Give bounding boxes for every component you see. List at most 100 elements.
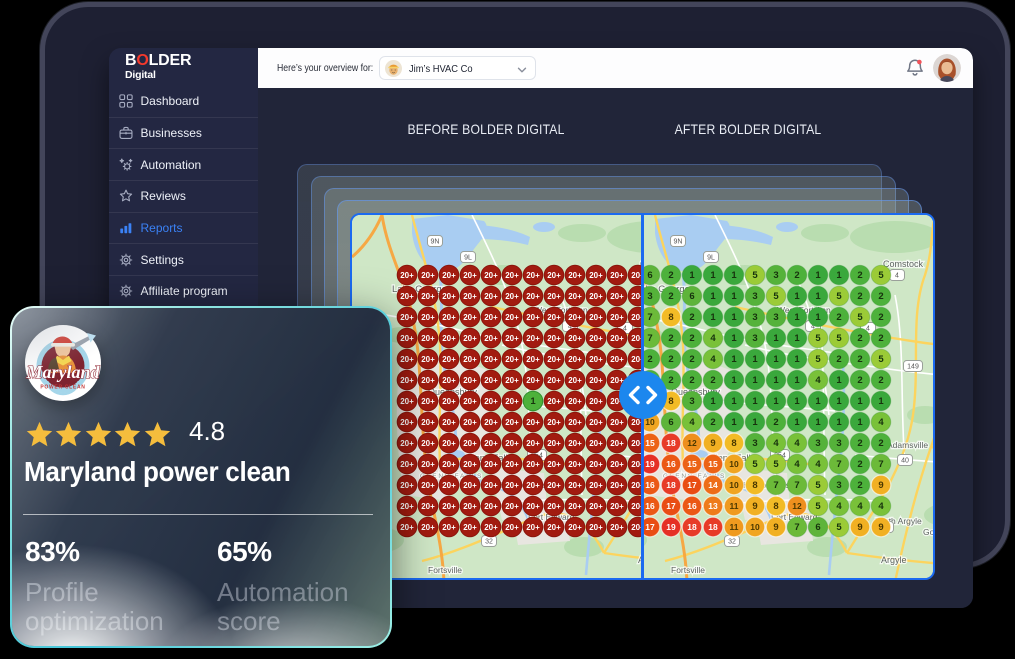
svg-text:20+: 20+	[610, 313, 624, 322]
svg-text:2: 2	[668, 270, 673, 281]
svg-text:20+: 20+	[442, 481, 456, 490]
svg-text:5: 5	[836, 291, 842, 302]
svg-text:20+: 20+	[568, 376, 582, 385]
svg-text:20+: 20+	[484, 355, 498, 364]
svg-text:5: 5	[815, 480, 821, 491]
svg-text:5: 5	[836, 333, 842, 344]
svg-text:20+: 20+	[463, 397, 477, 406]
svg-text:149: 149	[907, 364, 919, 371]
svg-text:1: 1	[752, 417, 758, 428]
svg-text:6: 6	[647, 270, 652, 281]
svg-text:3: 3	[752, 333, 757, 344]
svg-text:Fortsville: Fortsville	[671, 565, 705, 575]
svg-text:2: 2	[878, 312, 883, 323]
svg-text:20+: 20+	[631, 355, 642, 364]
svg-text:1: 1	[731, 396, 737, 407]
svg-text:20+: 20+	[610, 418, 624, 427]
svg-text:2: 2	[857, 480, 862, 491]
svg-text:20+: 20+	[421, 376, 435, 385]
svg-text:9: 9	[878, 480, 883, 491]
svg-text:13: 13	[708, 501, 718, 511]
svg-text:20+: 20+	[589, 481, 603, 490]
svg-text:8: 8	[752, 480, 757, 491]
svg-text:20+: 20+	[505, 334, 519, 343]
svg-text:2: 2	[668, 354, 673, 365]
svg-text:2: 2	[689, 333, 694, 344]
svg-text:20+: 20+	[400, 418, 414, 427]
svg-text:12: 12	[792, 501, 802, 511]
svg-text:20+: 20+	[463, 334, 477, 343]
svg-text:20+: 20+	[400, 271, 414, 280]
svg-text:20+: 20+	[610, 397, 624, 406]
svg-text:20+: 20+	[631, 502, 642, 511]
svg-text:Maryland: Maryland	[25, 362, 100, 382]
svg-text:20+: 20+	[421, 271, 435, 280]
svg-text:20+: 20+	[400, 376, 414, 385]
svg-text:1: 1	[857, 396, 863, 407]
svg-text:POWER CLEAN: POWER CLEAN	[40, 385, 85, 391]
svg-text:20+: 20+	[505, 376, 519, 385]
svg-text:1: 1	[731, 354, 737, 365]
svg-text:1: 1	[836, 396, 842, 407]
svg-text:1: 1	[731, 375, 737, 386]
svg-text:20+: 20+	[631, 460, 642, 469]
svg-text:20+: 20+	[421, 334, 435, 343]
svg-text:18: 18	[666, 480, 676, 490]
svg-text:1: 1	[731, 312, 737, 323]
svg-text:20+: 20+	[400, 292, 414, 301]
svg-text:20+: 20+	[484, 481, 498, 490]
svg-text:20+: 20+	[610, 376, 624, 385]
svg-text:20+: 20+	[484, 460, 498, 469]
svg-text:4: 4	[689, 417, 695, 428]
svg-text:5: 5	[752, 459, 758, 470]
svg-text:20+: 20+	[526, 355, 540, 364]
svg-text:20+: 20+	[610, 502, 624, 511]
svg-text:20+: 20+	[400, 502, 414, 511]
svg-text:1: 1	[773, 333, 779, 344]
svg-text:16: 16	[645, 501, 655, 511]
svg-text:20+: 20+	[589, 292, 603, 301]
svg-text:20+: 20+	[421, 481, 435, 490]
svg-text:20+: 20+	[589, 502, 603, 511]
svg-text:20+: 20+	[631, 523, 642, 532]
svg-text:4: 4	[857, 501, 863, 512]
svg-text:20+: 20+	[526, 460, 540, 469]
svg-text:20+: 20+	[610, 481, 624, 490]
svg-text:1: 1	[836, 417, 842, 428]
svg-text:2: 2	[689, 312, 694, 323]
svg-text:20+: 20+	[589, 376, 603, 385]
svg-text:32: 32	[485, 539, 493, 546]
svg-text:16: 16	[666, 459, 676, 469]
svg-text:1: 1	[878, 396, 884, 407]
svg-text:7: 7	[647, 333, 652, 344]
svg-text:1: 1	[731, 291, 737, 302]
svg-text:1: 1	[710, 396, 716, 407]
svg-text:20+: 20+	[463, 439, 477, 448]
svg-text:20+: 20+	[568, 397, 582, 406]
svg-text:9: 9	[752, 501, 757, 512]
svg-text:2: 2	[668, 291, 673, 302]
svg-text:9L: 9L	[464, 255, 472, 262]
svg-text:20+: 20+	[463, 376, 477, 385]
svg-text:4: 4	[794, 459, 800, 470]
svg-text:4: 4	[836, 501, 842, 512]
svg-text:1: 1	[731, 417, 737, 428]
svg-text:7: 7	[647, 312, 652, 323]
svg-text:2: 2	[668, 333, 673, 344]
svg-text:3: 3	[773, 270, 778, 281]
svg-text:2: 2	[710, 417, 715, 428]
svg-text:20+: 20+	[526, 481, 540, 490]
svg-text:20+: 20+	[505, 439, 519, 448]
svg-text:20+: 20+	[526, 439, 540, 448]
svg-text:20+: 20+	[610, 523, 624, 532]
svg-text:20+: 20+	[400, 523, 414, 532]
svg-text:20+: 20+	[547, 502, 561, 511]
svg-text:20+: 20+	[589, 355, 603, 364]
svg-text:20+: 20+	[547, 439, 561, 448]
svg-text:11: 11	[730, 501, 739, 511]
svg-text:20+: 20+	[463, 355, 477, 364]
svg-text:20+: 20+	[589, 397, 603, 406]
svg-text:1: 1	[530, 396, 536, 407]
svg-text:1: 1	[815, 291, 821, 302]
svg-text:20+: 20+	[484, 523, 498, 532]
